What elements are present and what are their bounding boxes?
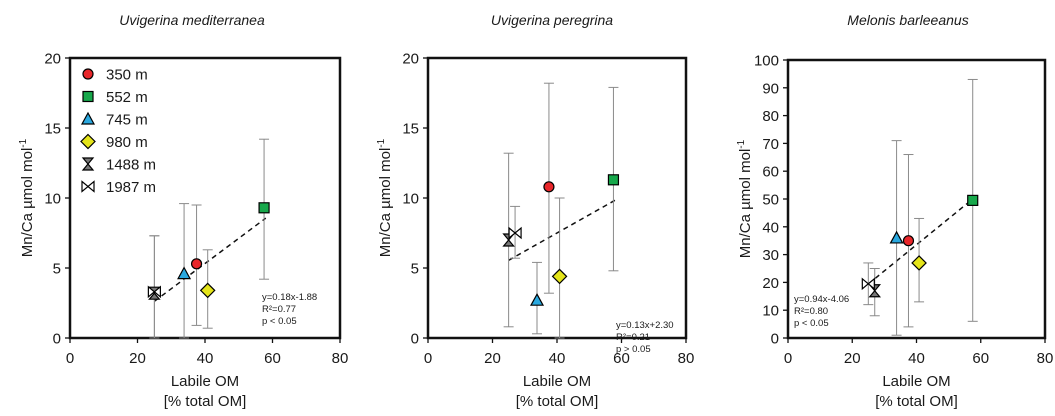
y-tick-label: 90 [762,80,779,97]
chart-title: Melonis barleeanus [847,12,968,28]
x-tick-label: 80 [1037,350,1054,367]
y-tick-label: 15 [44,121,61,138]
chart-panel-1: Uvigerina mediterranea 0 20 40 60 80 0 5 10 15 20 L… [18,12,348,410]
regression-stat: p < 0.05 [794,318,829,329]
y-tick-label: 15 [402,121,419,138]
legend-marker [80,133,96,150]
x-axis-label: Labile OM [171,373,239,390]
x-axis-label: Labile OM [523,373,591,390]
legend-label: 745 m [106,112,148,129]
y-tick-label: 10 [44,191,61,208]
x-tick-label: 0 [784,350,792,367]
legend-label: 1488 m [106,157,156,174]
x-tick-label: 60 [972,350,989,367]
y-tick-label: 100 [754,53,779,70]
regression-stat: y=0.13x+2.30 [616,320,674,331]
x-tick-label: 40 [549,350,566,367]
y-axis-label: Mn/Ca µmol mol-1 [18,138,36,257]
data-point [147,285,161,299]
regression-stat: y=0.18x-1.88 [262,292,317,303]
x-tick-label: 40 [197,350,214,367]
x-axis-label-line2: [% total OM] [164,393,247,410]
regression-stat: p > 0.05 [616,344,651,355]
legend-label: 980 m [106,134,148,151]
y-tick-label: 30 [762,247,779,264]
x-tick-label: 20 [484,350,501,367]
trend-line [508,199,616,261]
y-tick-label: 50 [762,192,779,209]
x-tick-label: 20 [129,350,146,367]
regression-stat: R²=0.21 [616,332,650,343]
x-axis-label: Labile OM [882,373,950,390]
legend-marker [81,157,95,171]
y-tick-label: 20 [402,51,419,68]
y-tick-label: 5 [53,261,61,278]
y-axis-label: Mn/Ca µmol mol-1 [376,138,394,257]
y-tick-label: 0 [771,331,779,348]
y-tick-label: 40 [762,219,779,236]
y-tick-label: 10 [762,303,779,320]
y-axis-label: Mn/Ca µmol mol-1 [736,139,754,258]
data-point [911,255,927,271]
legend-marker [81,180,95,193]
y-tick-label: 60 [762,164,779,181]
y-tick-label: 20 [44,51,61,68]
data-point [551,268,568,285]
data-point [258,202,270,214]
y-tick-label: 10 [402,191,419,208]
error-bar [554,197,565,339]
regression-stat: R²=0.80 [794,306,828,317]
legend: 350 m 552 m 745 m 980 m 1488 m 1987 m [80,67,156,196]
data-point [199,282,216,299]
y-tick-label: 70 [762,136,779,153]
y-tick-label: 20 [762,275,779,292]
data-point [607,174,620,186]
x-tick-label: 60 [613,350,630,367]
data-point [543,181,555,193]
y-tick-label: 0 [411,331,419,348]
data-point [177,266,192,280]
trend-line [867,197,975,285]
x-tick-label: 60 [264,350,281,367]
chart-panel-3: Melonis barleeanus 0 20 40 60 80 0 10 20 30 40 50 60… [736,12,1053,410]
chart-title: Uvigerina peregrina [491,12,613,28]
x-tick-label: 0 [66,350,74,367]
regression-stat: R²=0.77 [262,304,296,315]
x-tick-label: 80 [332,350,349,367]
x-tick-label: 20 [844,350,861,367]
data-point [967,194,979,206]
x-axis-label-line2: [% total OM] [516,393,599,410]
y-tick-label: 80 [762,108,779,125]
regression-stat: p < 0.05 [262,316,297,327]
legend-label: 552 m [106,89,148,106]
x-tick-label: 0 [424,350,432,367]
chart-title: Uvigerina mediterranea [119,12,265,28]
x-axis-label-line2: [% total OM] [875,393,958,410]
data-point [902,235,915,247]
legend-label: 1987 m [106,179,156,196]
data-point [861,277,875,291]
data-point [190,258,203,270]
y-tick-label: 0 [53,331,61,348]
data-point [529,292,545,306]
legend-label: 350 m [106,67,148,84]
data-point [508,226,522,240]
legend-marker [80,111,96,125]
x-tick-label: 40 [908,350,925,367]
chart-panel-2: Uvigerina peregrina 0 20 40 60 80 0 5 10 15 20 Labi… [376,12,694,410]
y-tick-label: 5 [411,261,419,278]
x-tick-label: 80 [678,350,695,367]
legend-marker [82,90,94,103]
data-point [889,230,904,244]
legend-marker [82,68,94,80]
regression-stat: y=0.94x-4.06 [794,294,849,305]
